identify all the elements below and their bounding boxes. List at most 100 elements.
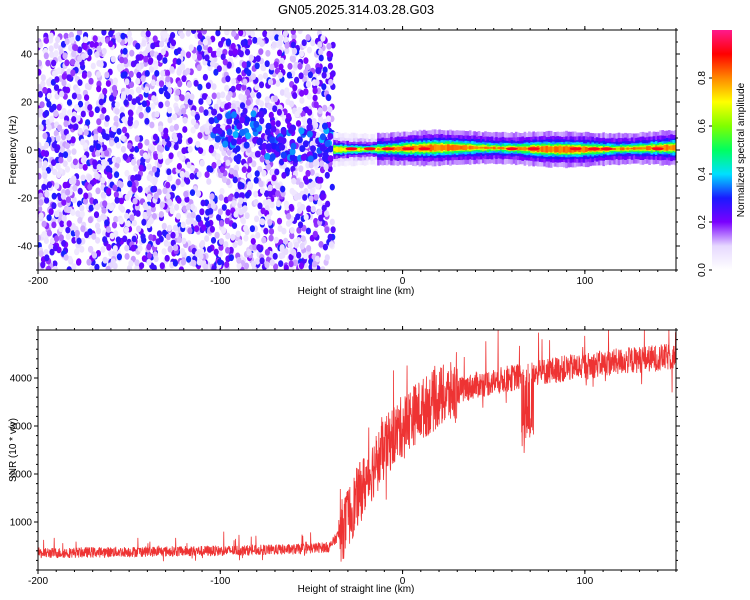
spectrogram-cell: [131, 235, 137, 243]
spectrogram-cell: [129, 88, 135, 96]
spectrogram-cell: [237, 239, 243, 246]
spectrogram-cell: [210, 237, 217, 244]
spectrogram-cell: [299, 89, 305, 97]
spectrogram-cell: [306, 130, 313, 138]
spectrogram-cell: [225, 38, 232, 46]
spectrogram-cell: [295, 213, 301, 221]
spectrogram-cell: [146, 193, 152, 201]
spectrogram-cell: [279, 89, 285, 96]
colorbar-tick-label: 0.6: [697, 119, 708, 133]
spectrogram-cell: [124, 78, 130, 86]
spectrogram-cell: [46, 214, 52, 222]
spectrogram-cell: [143, 86, 150, 94]
spectrogram-cell: [101, 107, 107, 114]
spectrogram-cell: [71, 263, 77, 270]
spectrogram-cell: [232, 131, 239, 138]
spectrogram-cell: [94, 172, 100, 180]
spectrogram-cell: [181, 107, 187, 115]
spectrogram-cell: [75, 34, 81, 42]
spectrogram-cell: [327, 132, 334, 140]
spectrogram-cell: [128, 70, 134, 78]
spectrogram-cell: [284, 87, 290, 94]
spectrogram-cell: [97, 126, 103, 133]
spectrogram-cell: [71, 50, 77, 58]
spectrogram-cell: [312, 159, 318, 167]
spectrogram-cell: [265, 49, 271, 57]
spectrogram-cell: [262, 30, 268, 38]
spectrogram-cell: [137, 142, 143, 150]
spectrogram-cell: [175, 212, 181, 220]
spectrogram-cell: [220, 91, 226, 99]
spectrogram-cell: [253, 176, 259, 184]
spectrogram-cell: [144, 139, 150, 146]
spectrogram-cell: [302, 194, 308, 201]
spectrogram-cell: [89, 265, 95, 270]
spectrogram-cell: [86, 258, 92, 266]
spectrogram-cell: [326, 50, 332, 58]
spectrogram-cell: [46, 181, 53, 189]
spectrogram-cell: [38, 68, 42, 76]
spectrogram-cell: [141, 255, 147, 262]
spectrogram-cell: [284, 203, 290, 211]
spectrogram-cell: [161, 248, 167, 255]
spectrogram-cell: [140, 30, 146, 38]
spectrogram-cell: [308, 161, 314, 169]
spectrogram-cell: [161, 222, 167, 230]
spectrogram-cell: [284, 41, 290, 49]
spectrogram-cell: [305, 34, 311, 41]
spectrogram-cell: [122, 153, 128, 161]
spectrogram-cell: [262, 199, 268, 206]
spectrogram-cell: [130, 103, 136, 111]
spectrogram-cell: [280, 151, 287, 159]
spectrogram-cell: [250, 260, 257, 268]
colorbar-tick-label: 0.2: [697, 215, 708, 229]
spectrogram-cell: [81, 72, 87, 79]
spectrogram-cell: [173, 244, 179, 252]
spectrogram-cell: [101, 207, 107, 215]
spectrogram-cell: [194, 113, 200, 121]
spectrogram-cell: [260, 64, 266, 72]
spectrogram-cell: [237, 181, 243, 189]
spectrogram-cell: [288, 203, 294, 211]
spectrogram-cell: [272, 105, 278, 113]
spectrogram-cell: [108, 40, 114, 48]
spectrogram-cell: [165, 233, 171, 241]
spectrogram-cell: [128, 260, 134, 267]
spectrogram-cell: [158, 125, 164, 133]
spectrogram-cell: [55, 135, 61, 142]
spectrogram-cell: [264, 96, 270, 104]
spectrogram-cell: [245, 99, 251, 106]
spectrogram-cell: [59, 90, 65, 98]
spectrogram-cell: [93, 133, 99, 141]
spectrogram-cell: [163, 127, 169, 135]
spectrogram-cell: [52, 168, 58, 176]
spectrogram-cell: [219, 187, 225, 195]
spectrogram-cell: [213, 103, 219, 111]
spectrogram-cell: [62, 151, 69, 159]
spectrogram-cell: [199, 159, 205, 167]
spectrogram-cell: [242, 78, 248, 86]
spectrogram-cell: [38, 212, 44, 220]
spectrogram-cell: [218, 194, 224, 201]
spectrogram-cell: [55, 163, 61, 170]
spectrogram-cell: [146, 43, 152, 50]
spectrogram-cell: [84, 94, 90, 101]
spectrogram-cell: [150, 79, 156, 87]
spectrogram-cell: [327, 165, 333, 173]
spectrogram-cell: [285, 220, 292, 227]
spectrogram-cell: [71, 116, 77, 123]
spectrogram-cell: [297, 221, 304, 229]
spectrogram-cell: [82, 164, 88, 171]
spectrogram-cell: [38, 205, 43, 213]
spectrogram-cell: [310, 205, 316, 213]
spectrogram-cell: [151, 166, 157, 173]
spectrogram-cell: [270, 119, 276, 127]
spectrogram-cell: [180, 199, 186, 207]
spectrogram-cell: [76, 237, 82, 245]
spectrogram-cell: [120, 206, 126, 213]
spectrogram-cell: [100, 177, 106, 184]
spectrogram-cell: [52, 244, 59, 252]
spectrogram-cell: [276, 108, 282, 116]
spectrogram-cell: [42, 86, 48, 94]
